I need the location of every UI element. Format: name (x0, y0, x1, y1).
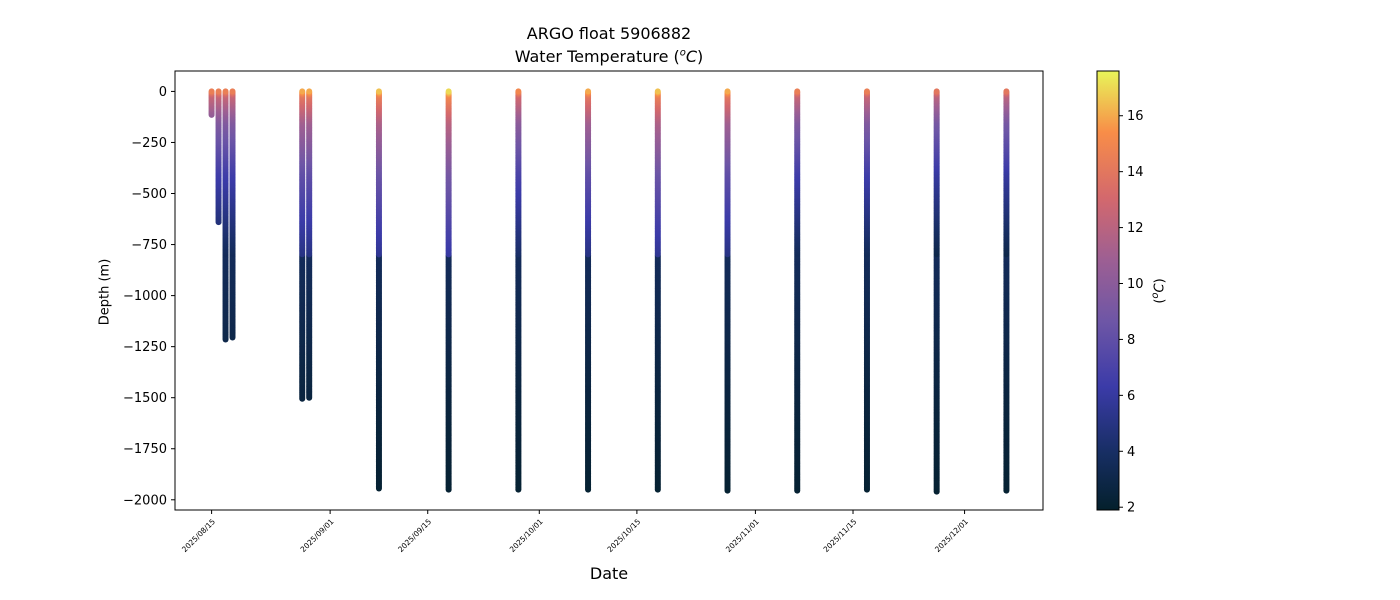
data-point (724, 88, 731, 95)
subtitle-suffix: ) (697, 47, 704, 66)
data-point (208, 88, 215, 95)
profile-7 (445, 88, 452, 493)
y-tick-label: −750 (131, 238, 167, 253)
y-tick-label: −2000 (123, 493, 167, 508)
profile-4 (299, 88, 306, 402)
x-tick-label: 2025/11/15 (821, 517, 858, 554)
colorbar: 2 4 6 8 10 12 14 16 (1096, 70, 1144, 516)
data-point (375, 88, 382, 95)
profile-1 (215, 88, 222, 226)
profile-3 (229, 88, 236, 341)
profile-15 (1003, 88, 1010, 494)
colorbar-tick-label: 2 (1127, 501, 1135, 516)
y-tick-label: −250 (131, 136, 167, 151)
y-tick-label: −500 (131, 187, 167, 202)
profile-2 (222, 88, 229, 343)
data-point (515, 88, 522, 95)
data-point (654, 88, 661, 95)
subtitle-unit: C (685, 47, 698, 66)
y-tick-label: −1000 (123, 289, 167, 304)
profile-13 (863, 88, 870, 493)
profile-8 (515, 88, 522, 493)
data-point (863, 88, 870, 95)
profile-10 (654, 88, 661, 493)
x-tick-label: 2025/09/01 (299, 517, 336, 554)
profile-12 (794, 88, 801, 494)
colorbar-label-prefix: ( (1152, 298, 1168, 304)
profile-14 (933, 88, 940, 495)
profile-5 (306, 88, 313, 401)
subtitle-prefix: Water Temperature ( (514, 47, 680, 66)
colorbar-gradient (1096, 70, 1120, 511)
colorbar-label: (oC) (1150, 278, 1167, 303)
x-tick-label: 2025/10/01 (508, 517, 545, 554)
colorbar-label-suffix: ) (1152, 278, 1168, 284)
plot-area (208, 88, 1010, 495)
colorbar-tick-label: 12 (1127, 221, 1144, 236)
x-tick-label: 2025/10/15 (605, 517, 642, 554)
data-point (794, 88, 801, 95)
colorbar-label-unit: C (1152, 283, 1168, 293)
data-point (215, 88, 222, 95)
colorbar-tick-label: 6 (1127, 389, 1135, 404)
colorbar-tick-label: 16 (1127, 109, 1144, 124)
y-tick-label: 0 (159, 85, 167, 100)
profile-11 (724, 88, 731, 494)
data-point (229, 88, 236, 95)
y-axis-label: Depth (m) (97, 258, 113, 326)
profile-6 (375, 88, 382, 492)
profile-0 (208, 88, 215, 118)
colorbar-label-sup: o (1150, 292, 1162, 299)
colorbar-tick-label: 8 (1127, 333, 1135, 348)
x-tick-label: 2025/09/15 (396, 517, 433, 554)
y-tick-label: −1250 (123, 340, 167, 355)
chart-title: ARGO float 5906882 (175, 24, 1043, 43)
y-tick-label: −1500 (123, 391, 167, 406)
x-tick-label: 2025/08/15 (180, 517, 217, 554)
colorbar-tick-label: 4 (1127, 445, 1135, 460)
profile-9 (585, 88, 592, 493)
data-point (445, 88, 452, 95)
chart-title-line1: ARGO float 5906882 (526, 24, 692, 43)
chart-subtitle: Water Temperature (oC) (175, 47, 1043, 66)
x-tick-label: 2025/11/01 (724, 517, 761, 554)
colorbar-tick-label: 10 (1127, 277, 1144, 292)
y-tick-label: −1750 (123, 442, 167, 457)
data-point (585, 88, 592, 95)
x-axis-label: Date (589, 564, 629, 583)
data-point (222, 88, 229, 95)
data-point (306, 88, 313, 95)
x-tick-label: 2025/12/01 (933, 517, 970, 554)
colorbar-tick-label: 14 (1127, 165, 1144, 180)
data-point (1003, 88, 1010, 95)
data-point (299, 88, 306, 95)
data-point (933, 88, 940, 95)
